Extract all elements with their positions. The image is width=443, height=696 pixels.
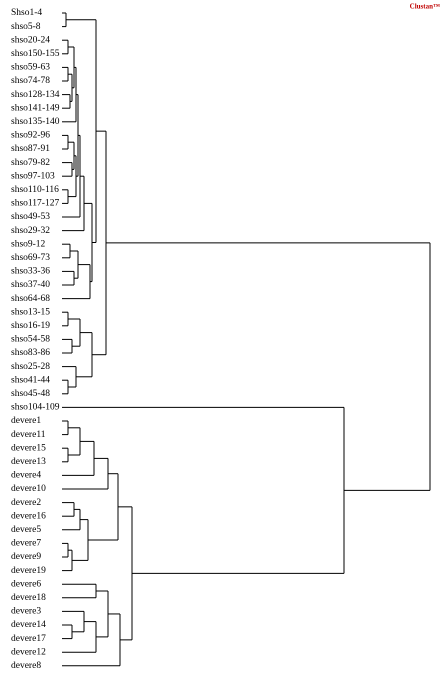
leaf-label: Shso1-4 <box>11 8 42 18</box>
leaf-label: devere9 <box>11 552 41 562</box>
leaf-label: shso49-53 <box>11 212 50 222</box>
leaf-label: shso9-12 <box>11 239 46 249</box>
leaf-label: shso87-91 <box>11 144 50 154</box>
leaf-label: devere8 <box>11 661 41 671</box>
software-mark: Clustan™ <box>410 3 440 11</box>
leaf-label: devere2 <box>11 498 41 508</box>
leaf-label: devere19 <box>11 566 46 576</box>
leaf-label: devere7 <box>11 539 41 549</box>
leaf-label: shso13-15 <box>11 307 50 317</box>
leaf-label: devere6 <box>11 579 41 589</box>
leaf-label: shso74-78 <box>11 76 50 86</box>
leaf-label: shso104-109 <box>11 403 60 413</box>
leaf-label: shso97-103 <box>11 171 55 181</box>
leaf-label: shso33-36 <box>11 267 50 277</box>
leaf-label: shso37-40 <box>11 280 50 290</box>
leaf-label: devere10 <box>11 484 46 494</box>
leaf-label: devere18 <box>11 593 46 603</box>
leaf-label: devere4 <box>11 471 41 481</box>
leaf-label: shso59-63 <box>11 63 50 73</box>
leaf-label: shso79-82 <box>11 158 50 168</box>
leaf-label: shso141-149 <box>11 103 60 113</box>
leaf-label: devere5 <box>11 525 41 535</box>
leaf-label: shso64-68 <box>11 294 50 304</box>
leaf-label: shso29-32 <box>11 226 50 236</box>
leaf-label: devere3 <box>11 607 41 617</box>
leaf-label: devere13 <box>11 457 46 467</box>
leaf-label: shso128-134 <box>11 90 60 100</box>
leaf-label: shso16-19 <box>11 321 50 331</box>
leaf-label: shso41-44 <box>11 375 50 385</box>
leaf-label: shso110-116 <box>11 185 59 195</box>
leaf-label: devere1 <box>11 416 41 426</box>
leaf-label: shso25-28 <box>11 362 50 372</box>
leaf-label: shso54-58 <box>11 335 50 345</box>
leaf-label: devere17 <box>11 634 46 644</box>
leaf-label: devere11 <box>11 430 46 440</box>
leaf-label: devere14 <box>11 620 46 630</box>
leaf-label: shso83-86 <box>11 348 50 358</box>
leaf-label: devere16 <box>11 511 46 521</box>
leaf-label: devere15 <box>11 443 46 453</box>
leaf-label: devere12 <box>11 647 46 657</box>
leaf-label: shso117-127 <box>11 199 59 209</box>
leaf-label: shso92-96 <box>11 131 50 141</box>
leaf-label: shso69-73 <box>11 253 50 263</box>
leaf-label: shso5-8 <box>11 22 41 32</box>
leaf-label: shso45-48 <box>11 389 50 399</box>
leaf-label: shso20-24 <box>11 35 50 45</box>
leaf-label: shso135-140 <box>11 117 60 127</box>
leaf-label: shso150-155 <box>11 49 60 59</box>
